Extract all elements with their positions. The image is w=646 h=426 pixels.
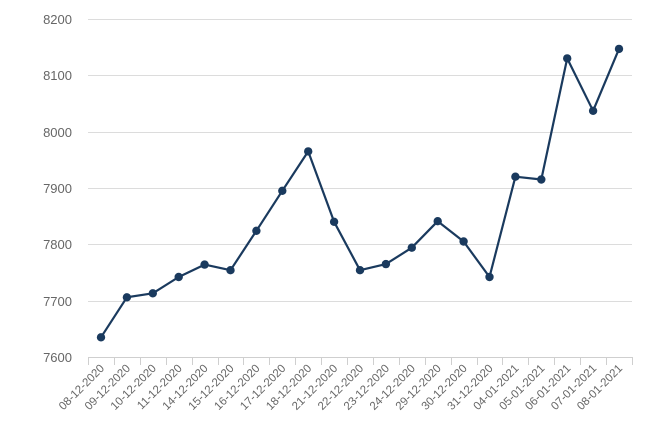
y-tick-label: 7700 — [43, 294, 72, 309]
data-point — [537, 175, 546, 184]
data-point — [563, 54, 572, 63]
y-axis-tick-labels: 7600 7700 7800 7900 8000 8100 8200 — [43, 12, 72, 365]
data-point — [355, 266, 365, 275]
data-point — [122, 293, 132, 302]
x-axis-tick-labels: 08-12-202009-12-202010-12-202011-12-2020… — [57, 363, 625, 413]
data-series — [99, 47, 621, 339]
data-point — [485, 272, 494, 282]
y-tick-label: 7800 — [43, 237, 72, 252]
data-point — [252, 226, 261, 235]
data-point — [433, 217, 442, 226]
data-point — [200, 260, 209, 269]
data-point — [614, 44, 624, 54]
data-point — [329, 217, 339, 226]
y-tick-label: 8000 — [43, 125, 72, 140]
data-point — [148, 289, 157, 298]
series-line — [99, 47, 621, 339]
data-point — [511, 172, 520, 181]
grid-lines — [88, 19, 632, 302]
data-point — [226, 266, 235, 275]
data-point — [174, 272, 183, 282]
y-tick-label: 8200 — [43, 12, 72, 27]
data-point — [459, 237, 468, 246]
data-markers — [96, 44, 624, 342]
data-point — [588, 106, 598, 116]
y-tick-label: 8100 — [43, 68, 72, 83]
axes — [88, 357, 633, 365]
y-tick-label: 7600 — [43, 350, 72, 365]
data-point — [304, 147, 313, 156]
y-tick-label: 7900 — [43, 181, 72, 196]
data-point — [96, 333, 106, 342]
data-point — [381, 259, 391, 269]
data-point — [278, 186, 287, 195]
data-point — [407, 243, 416, 252]
